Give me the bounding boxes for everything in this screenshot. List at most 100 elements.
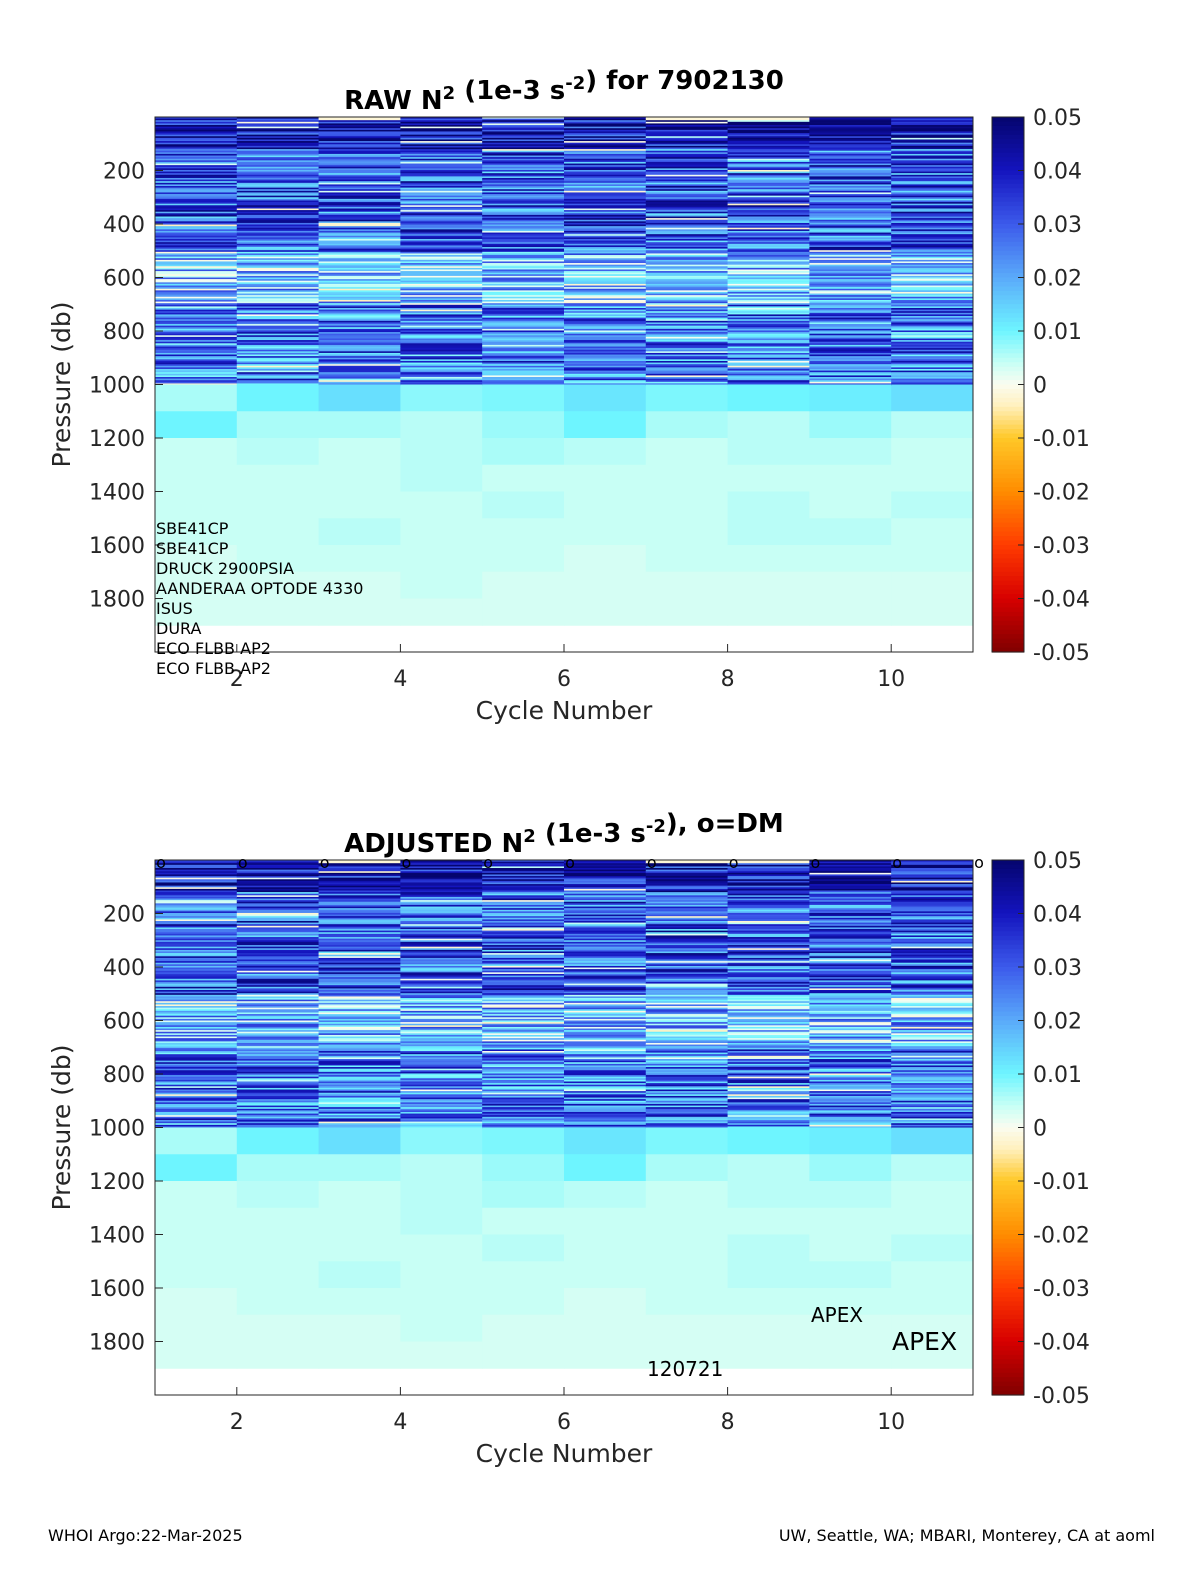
- heatmap-cell: [727, 1039, 810, 1042]
- heatmap-cell: [809, 1083, 892, 1086]
- heatmap-cell: [236, 919, 320, 922]
- heatmap-cell: [727, 362, 810, 365]
- heatmap-cell: [400, 863, 483, 866]
- colorbar-segment: [992, 993, 1024, 999]
- heatmap-cell: [400, 895, 483, 898]
- heatmap-cell: [891, 163, 974, 166]
- heatmap-cell: [155, 919, 238, 922]
- heatmap-cell: [155, 962, 238, 965]
- heatmap-cell: [236, 977, 320, 980]
- heatmap-cell: [809, 1039, 892, 1042]
- heatmap-cell: [727, 1033, 810, 1036]
- heatmap-cell: [645, 274, 729, 277]
- heatmap-cell: [236, 1054, 320, 1057]
- heatmap-cell: [727, 216, 810, 219]
- heatmap-cell: [727, 365, 810, 368]
- heatmap-cell: [891, 1026, 974, 1030]
- heatmap-cell: [400, 866, 483, 869]
- heatmap-cell: [482, 314, 565, 317]
- heatmap-cell: [400, 251, 483, 254]
- heatmap-cell: [236, 978, 320, 981]
- heatmap-cell: [155, 232, 238, 235]
- heatmap-cell: [236, 307, 320, 311]
- heatmap-cell: [400, 319, 483, 322]
- heatmap-cell: [809, 1010, 892, 1013]
- colorbar-segment: [992, 1288, 1024, 1294]
- heatmap-cell: [400, 998, 483, 1001]
- heatmap-cell: [891, 327, 974, 330]
- heatmap-cell: [482, 120, 565, 123]
- heatmap-cell: [236, 1126, 320, 1129]
- heatmap-cell: [236, 330, 320, 333]
- heatmap-cell: [482, 306, 565, 309]
- heatmap-cell: [400, 367, 483, 370]
- heatmap-cell: [318, 360, 401, 364]
- heatmap-cell: [155, 243, 238, 246]
- heatmap-cell: [809, 892, 892, 895]
- heatmap-cell: [318, 322, 401, 325]
- x-tick-label: 8: [721, 1410, 735, 1435]
- heatmap-cell: [318, 1065, 401, 1068]
- heatmap-cell: [482, 892, 565, 895]
- heatmap-cell: [482, 227, 565, 230]
- heatmap-cell: [809, 1033, 892, 1036]
- heatmap-cell: [727, 1055, 810, 1058]
- heatmap-cell: [809, 1034, 892, 1038]
- heatmap-cell: [400, 194, 483, 197]
- dm-marker: o: [729, 853, 739, 872]
- heatmap-cell: [482, 224, 565, 227]
- heatmap-cell: [482, 307, 565, 311]
- heatmap-cell: [809, 372, 892, 375]
- heatmap-cell: [482, 1031, 565, 1034]
- heatmap-cell: [809, 940, 892, 943]
- heatmap-cell: [236, 1100, 320, 1103]
- heatmap-cell: [809, 291, 892, 295]
- colorbar: 0.050.040.030.020.010-0.01-0.02-0.03-0.0…: [991, 849, 1090, 1409]
- heatmap-cell: [155, 916, 238, 919]
- heatmap-cell: [564, 287, 647, 290]
- heatmap-cell: [155, 234, 238, 237]
- heatmap-cell: [318, 1341, 401, 1369]
- heatmap-cell: [564, 372, 647, 375]
- heatmap-cell: [400, 182, 483, 185]
- heatmap-cell: [482, 210, 565, 213]
- heatmap-cell: [482, 129, 565, 132]
- footer-left-text: WHOI Argo:22-Mar-2025: [48, 1526, 243, 1545]
- heatmap-cell: [482, 341, 565, 344]
- heatmap-cell: [809, 267, 892, 270]
- colorbar-tick-label: 0.03: [1033, 213, 1082, 238]
- heatmap-cell: [891, 306, 974, 309]
- heatmap-cell: [809, 247, 892, 250]
- heatmap-cell: [564, 901, 647, 904]
- heatmap-cell: [727, 1015, 810, 1018]
- colorbar-tick-label: -0.03: [1033, 534, 1090, 559]
- heatmap-cell: [318, 383, 401, 386]
- heatmap-cell: [155, 1006, 238, 1009]
- heatmap-cell: [400, 941, 483, 944]
- heatmap-cell: [155, 993, 238, 996]
- heatmap-cell: [236, 354, 320, 357]
- heatmap-cell: [891, 219, 974, 222]
- heatmap-cell: [891, 914, 974, 917]
- heatmap-cell: [809, 261, 892, 264]
- heatmap-cell: [400, 200, 483, 203]
- heatmap-cell: [564, 1039, 647, 1042]
- y-tick-label: 200: [103, 903, 145, 928]
- colorbar-segment: [992, 1167, 1024, 1173]
- heatmap-cell: [645, 357, 729, 360]
- heatmap-cell: [318, 920, 401, 924]
- heatmap-cell: [400, 1059, 483, 1062]
- heatmap-cell: [155, 330, 238, 333]
- heatmap-cell: [809, 259, 892, 262]
- heatmap-cell: [400, 956, 483, 959]
- heatmap-cell: [645, 1234, 729, 1262]
- colorbar-segment: [992, 317, 1024, 323]
- heatmap-cell: [155, 247, 238, 250]
- heatmap-cell: [809, 967, 892, 970]
- heatmap-cell: [236, 491, 320, 519]
- heatmap-cell: [318, 134, 401, 137]
- heatmap-cell: [155, 319, 238, 322]
- heatmap-cell: [564, 279, 647, 282]
- colorbar-tick-label: 0.02: [1033, 1010, 1082, 1035]
- y-tick-label: 600: [103, 1010, 145, 1035]
